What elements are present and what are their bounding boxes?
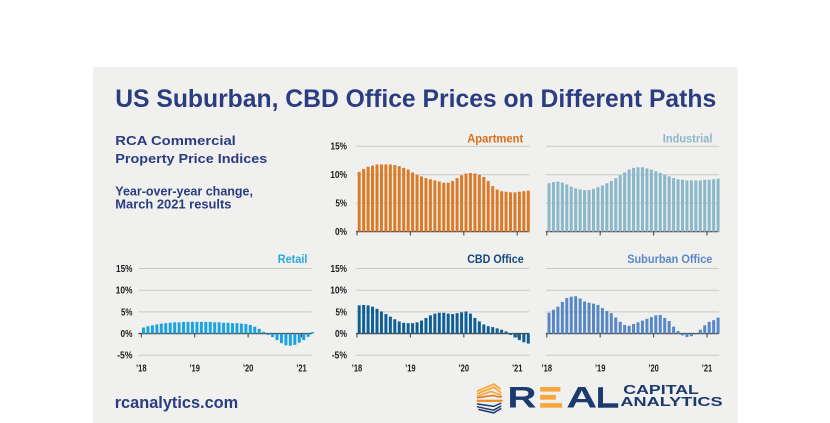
svg-text:15%: 15% <box>331 264 348 275</box>
svg-text:RCA Commercial: RCA Commercial <box>115 133 235 148</box>
svg-text:Suburban Office: Suburban Office <box>627 254 712 266</box>
svg-text:’21: ’21 <box>512 362 523 374</box>
svg-text:0%: 0% <box>335 329 347 340</box>
svg-text:ANALYTICS: ANALYTICS <box>620 395 722 409</box>
svg-text:’19: ’19 <box>595 362 606 374</box>
svg-text:US Suburban, CBD Office Prices: US Suburban, CBD Office Prices on Differ… <box>115 85 716 113</box>
svg-text:’20: ’20 <box>648 362 659 374</box>
svg-text:A: A <box>566 381 597 414</box>
svg-text:0%: 0% <box>335 227 347 238</box>
svg-text:’19: ’19 <box>189 362 200 374</box>
svg-text:’18: ’18 <box>136 362 147 374</box>
svg-text:CAPITAL: CAPITAL <box>623 383 699 397</box>
svg-text:’18: ’18 <box>352 362 363 374</box>
svg-text:5%: 5% <box>336 307 348 318</box>
svg-text:15%: 15% <box>331 142 348 153</box>
svg-text:Property Price Indices: Property Price Indices <box>115 151 267 166</box>
svg-text:’21: ’21 <box>702 362 713 374</box>
svg-text:March 2021 results: March 2021 results <box>115 197 231 212</box>
svg-text:10%: 10% <box>330 286 347 297</box>
svg-text:5%: 5% <box>336 199 348 210</box>
svg-text:Year-over-year change,: Year-over-year change, <box>115 183 253 198</box>
svg-text:’21: ’21 <box>296 362 307 374</box>
svg-text:’20: ’20 <box>459 362 470 374</box>
svg-text:’19: ’19 <box>405 362 416 374</box>
svg-text:Apartment: Apartment <box>467 133 523 145</box>
svg-text:-5%: -5% <box>117 351 132 362</box>
svg-text:R: R <box>507 381 536 415</box>
svg-text:-5%: -5% <box>332 351 347 362</box>
svg-text:10%: 10% <box>330 170 347 181</box>
svg-text:CBD Office: CBD Office <box>467 254 524 266</box>
svg-text:Retail: Retail <box>278 254 308 266</box>
svg-text:10%: 10% <box>116 286 133 297</box>
svg-text:’20: ’20 <box>243 362 254 374</box>
svg-text:0%: 0% <box>121 329 133 340</box>
svg-text:15%: 15% <box>116 264 133 275</box>
svg-text:’18: ’18 <box>542 362 553 374</box>
svg-text:5%: 5% <box>121 307 133 318</box>
svg-text:rcanalytics.com: rcanalytics.com <box>115 393 239 412</box>
svg-text:Industrial: Industrial <box>663 133 713 145</box>
